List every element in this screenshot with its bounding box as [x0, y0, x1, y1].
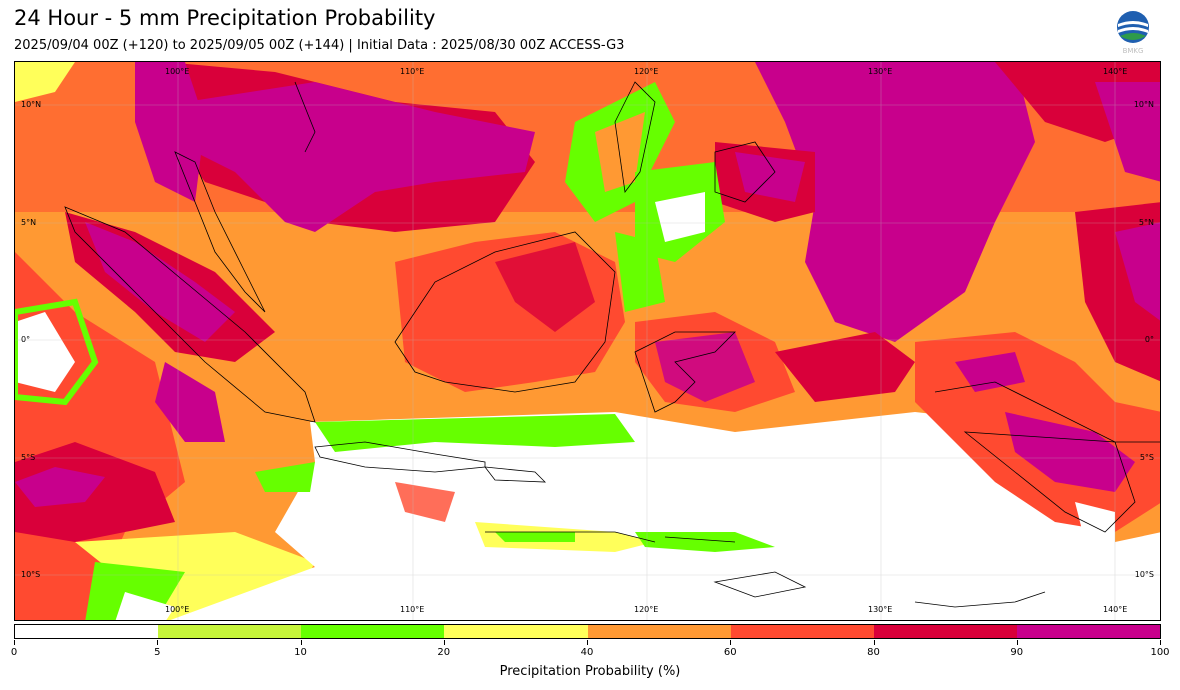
colorbar-segment [587, 625, 731, 638]
colorbar-tick [443, 640, 445, 645]
lat-label-left: 10°S [21, 570, 41, 579]
colorbar-tick [1016, 640, 1018, 645]
colorbar-tick-label: 10 [294, 647, 307, 658]
colorbar-tick [730, 640, 732, 645]
lat-label-right: 0° [1144, 335, 1154, 344]
colorbar-tick-label: 5 [154, 647, 161, 658]
colorbar-segment [873, 625, 1017, 638]
lat-label-left: 10°N [21, 100, 42, 109]
lat-label-left: 5°N [21, 218, 37, 227]
colorbar-segment [730, 625, 874, 638]
colorbar-tick [1160, 640, 1161, 645]
colorbar-tick-label: 20 [437, 647, 451, 658]
lon-label-top: 120°E [634, 67, 659, 76]
colorbar-tick [873, 640, 875, 645]
lat-label-left: 0° [21, 335, 31, 344]
logo-text: BMKG [1123, 47, 1144, 55]
lon-label-bottom: 100°E [165, 605, 190, 614]
colorbar-tick-label: 80 [867, 647, 880, 658]
precipitation-map: 100°E 110°E 120°E 130°E 140°E 100°E 110°… [14, 61, 1161, 621]
colorbar-segment [1016, 625, 1160, 638]
page-subtitle: 2025/09/04 00Z (+120) to 2025/09/05 00Z … [14, 38, 625, 53]
lat-label-right: 10°N [1133, 100, 1154, 109]
lat-label-right: 5°N [1138, 218, 1154, 227]
colorbar-segment [301, 625, 445, 638]
colorbar-tick-label: 100 [1150, 647, 1170, 658]
lon-label-top: 130°E [868, 67, 893, 76]
colorbar-tick [157, 640, 159, 645]
colorbar-segment [444, 625, 588, 638]
colorbar-tick-label: 0 [10, 647, 18, 658]
lat-label-right: 10°S [1134, 570, 1154, 579]
lat-label-right: 5°S [1139, 453, 1154, 462]
colorbar-tick-label: 90 [1010, 647, 1024, 658]
lon-label-top: 140°E [1103, 67, 1128, 76]
bmkg-logo: BMKG [1114, 10, 1152, 56]
colorbar-segment [15, 625, 159, 638]
lon-label-bottom: 110°E [400, 605, 425, 614]
lon-label-bottom: 130°E [868, 605, 893, 614]
lon-label-top: 110°E [400, 67, 425, 76]
colorbar-segment [158, 625, 302, 638]
map-canvas [15, 62, 1160, 620]
page-title: 24 Hour - 5 mm Precipitation Probability [14, 6, 436, 30]
lon-label-bottom: 120°E [634, 605, 659, 614]
colorbar-tick-label: 40 [580, 647, 594, 658]
colorbar-tick [300, 640, 302, 645]
colorbar-tick [14, 640, 15, 645]
colorbar-tick-label: 60 [723, 647, 737, 658]
lon-label-top: 100°E [165, 67, 190, 76]
lon-label-bottom: 140°E [1103, 605, 1128, 614]
colorbar-title: Precipitation Probability (%) [499, 664, 681, 679]
colorbar [14, 624, 1161, 639]
lat-label-left: 5°S [21, 453, 36, 462]
colorbar-tick [587, 640, 588, 645]
